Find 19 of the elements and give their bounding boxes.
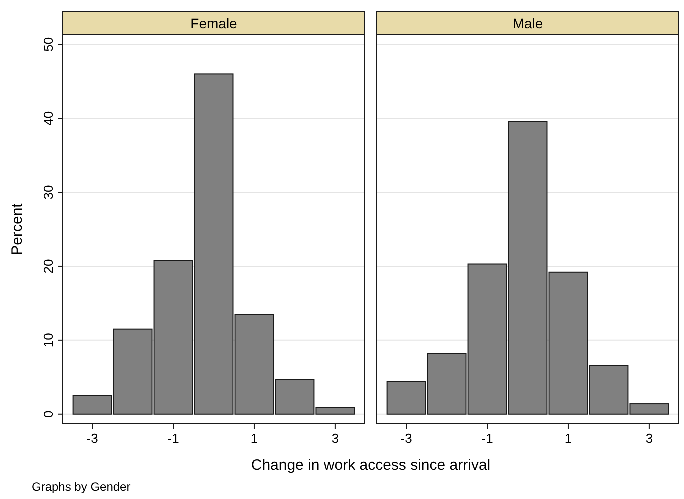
x-tick-label: 3	[332, 431, 340, 446]
y-axis-title: Percent	[9, 202, 26, 256]
x-tick-label: -1	[168, 431, 180, 446]
y-tick-label: 20	[41, 259, 56, 274]
x-tick-label: 1	[564, 431, 572, 446]
y-tick-label: 50	[41, 37, 56, 52]
y-tick-label: 40	[41, 111, 56, 126]
text: Graphs by Gender	[32, 480, 131, 494]
y-tick-label: 10	[41, 333, 56, 348]
x-tick-label: 1	[250, 431, 258, 446]
x-tick-label: 3	[646, 431, 654, 446]
y-tick-label: 0	[41, 410, 56, 418]
chart-title: Male	[512, 16, 544, 32]
x-tick-label: -1	[482, 431, 494, 446]
x-axis-title: Change in work access since arrival	[251, 457, 491, 474]
x-tick-label: -3	[400, 431, 412, 446]
y-tick-label: 30	[41, 185, 56, 200]
x-tick-label: -3	[86, 431, 98, 446]
chart-title: Female	[190, 16, 238, 32]
